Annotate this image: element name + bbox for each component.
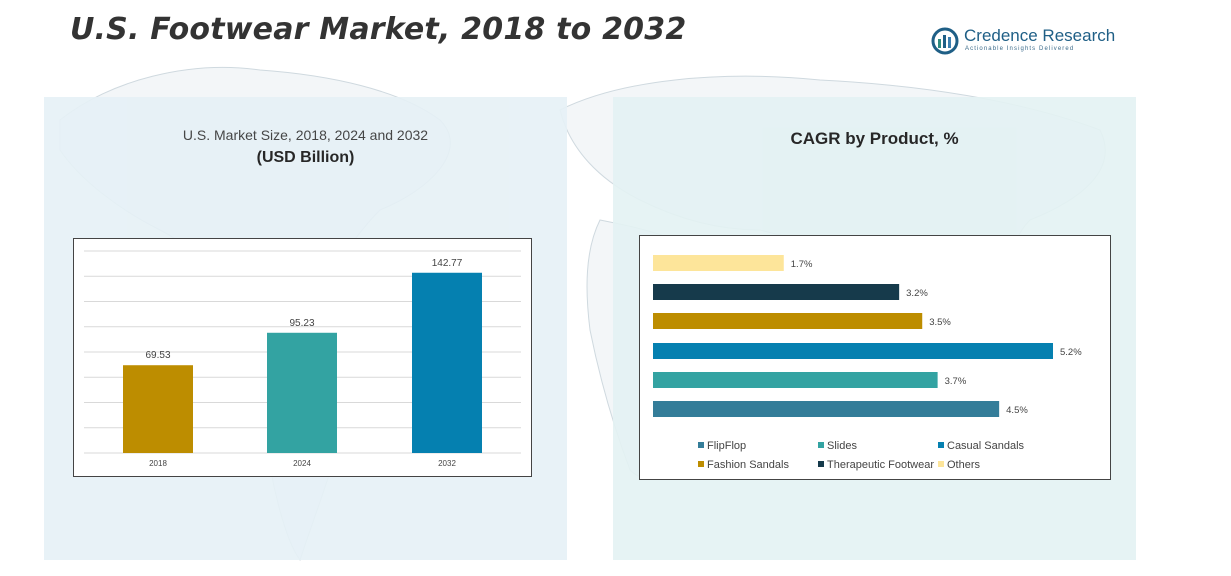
legend-label: Casual Sandals xyxy=(947,440,1025,452)
cagr-chart: 1.7% 3.2% 3.5% 5.2% 3.7% 4.5% FlipFlop Slides C… xyxy=(639,235,1111,480)
bar-value-label: 95.23 xyxy=(289,318,314,329)
cagr-title: CAGR by Product, % xyxy=(790,129,959,148)
legend-swatch xyxy=(818,442,824,449)
legend-item: Fashion Sandals xyxy=(698,459,789,471)
cagr-legend: FlipFlop Slides Casual Sandals Fashion Sand… xyxy=(698,440,1098,478)
bar-value-label: 1.7% xyxy=(791,259,813,270)
bar-value-label: 5.2% xyxy=(1060,347,1082,358)
legend-item: Therapeutic Footwear xyxy=(818,459,934,471)
bar-value-label: 3.7% xyxy=(945,376,967,387)
legend-item: Slides xyxy=(818,440,857,452)
legend-label: Slides xyxy=(827,440,857,452)
legend-label: Others xyxy=(947,459,981,471)
bar-value-label: 3.2% xyxy=(906,288,928,299)
legend-label: Fashion Sandals xyxy=(707,459,789,471)
page-title: U.S. Footwear Market, 2018 to 2032 xyxy=(70,12,687,47)
market-size-unit: (USD Billion) xyxy=(256,149,355,166)
logo-tagline: Actionable Insights Delivered xyxy=(965,46,1075,52)
legend-item: FlipFlop xyxy=(698,440,746,452)
bar-value-label: 4.5% xyxy=(1006,405,1028,416)
x-tick-label: 2032 xyxy=(438,459,456,468)
bar-value-label: 142.77 xyxy=(432,258,463,269)
bar-casual-sandals xyxy=(653,343,1053,359)
bar-2032 xyxy=(412,272,482,453)
bar-fashion-sandals xyxy=(653,313,923,329)
legend-label: Therapeutic Footwear xyxy=(827,459,934,471)
legend-swatch xyxy=(698,442,704,449)
legend-swatch xyxy=(938,461,944,468)
bar-value-label: 69.53 xyxy=(145,350,170,361)
bar-2024 xyxy=(267,332,337,453)
bar-others xyxy=(653,255,784,271)
legend-label: FlipFlop xyxy=(707,440,747,452)
logo-icon xyxy=(931,27,959,55)
x-tick-label: 2018 xyxy=(149,459,167,468)
market-size-bar-chart: 69.53 95.23 142.77 2018 2024 2032 xyxy=(84,250,521,468)
credence-research-logo: Credence Research Actionable Insights De… xyxy=(930,24,1120,58)
bar-slides xyxy=(653,372,938,388)
x-tick-label: 2024 xyxy=(293,459,311,468)
legend-swatch xyxy=(818,461,824,468)
market-size-title: U.S. Market Size, 2018, 2024 and 2032 xyxy=(182,127,429,143)
legend-swatch xyxy=(698,461,704,468)
bar-value-label: 3.5% xyxy=(929,317,951,328)
bar-flipflop xyxy=(653,401,1000,417)
bar-therapeutic-footwear xyxy=(653,284,900,300)
bar-2018 xyxy=(123,365,193,453)
logo-name: Credence Research xyxy=(964,26,1116,45)
market-size-chart: 69.53 95.23 142.77 2018 2024 2032 xyxy=(73,238,532,477)
legend-item: Others xyxy=(938,459,980,471)
legend-item: Casual Sandals xyxy=(938,440,1024,452)
cagr-bar-chart: 1.7% 3.2% 3.5% 5.2% 3.7% 4.5% xyxy=(653,255,1082,417)
legend-swatch xyxy=(938,442,944,449)
